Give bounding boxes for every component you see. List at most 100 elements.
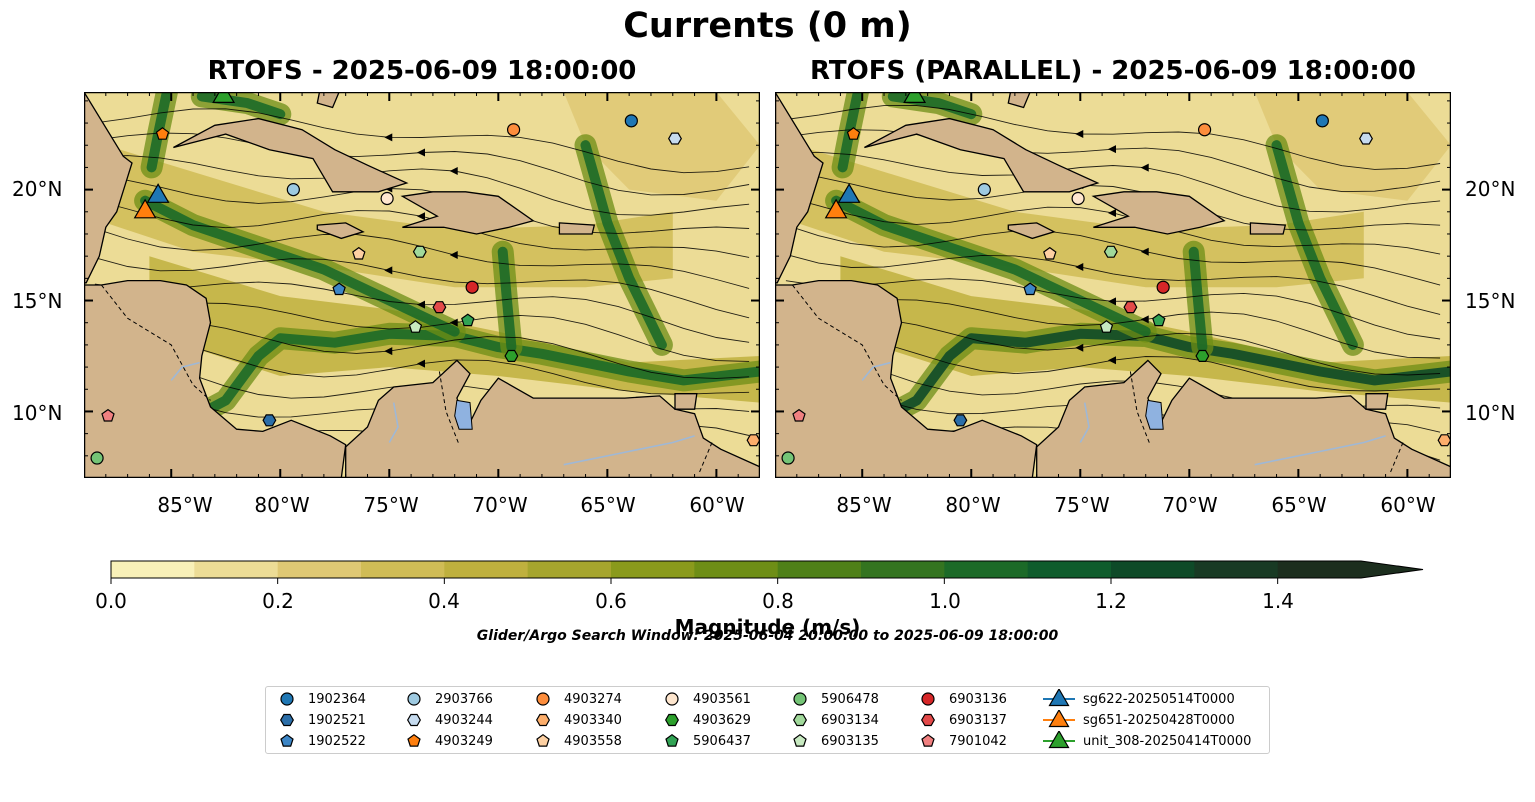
argo-float-7901042 xyxy=(792,408,806,422)
lon-tick-label: 75°W xyxy=(363,493,419,517)
country-border xyxy=(438,371,460,445)
legend-triangle xyxy=(1048,689,1070,707)
streamline-arrow xyxy=(384,133,393,142)
streamline-arrow xyxy=(1075,130,1084,139)
legend-symbol xyxy=(536,733,550,747)
river xyxy=(563,435,695,466)
legend-marker-hexagon xyxy=(921,713,935,727)
streamline xyxy=(785,224,1441,286)
legend-label: 4903629 xyxy=(693,712,751,728)
land-bahamas xyxy=(316,92,340,109)
legend-label: 6903137 xyxy=(949,712,1007,728)
legend-item: 4903558 xyxy=(534,731,622,751)
lat-tick-label: 20°N xyxy=(1465,177,1516,201)
land-bahamas xyxy=(1007,92,1031,109)
legend-marker-circle xyxy=(665,692,679,706)
legend: 1902364 1902521 1902522 2903766 4903244 49032… xyxy=(265,686,1270,754)
streamline-arrow xyxy=(384,347,393,356)
argo-float-4903274 xyxy=(506,123,521,137)
streamline-arrow xyxy=(449,167,458,176)
argo-float-4903244 xyxy=(668,132,682,145)
legend-marker-pentagon xyxy=(536,733,550,747)
streamline-arrow xyxy=(417,148,425,157)
current-jet-core xyxy=(1188,246,1208,353)
streamline-arrow xyxy=(449,318,458,327)
legend-symbol xyxy=(536,713,550,727)
lat-tick-label: 15°N xyxy=(12,289,63,313)
legend-item: sg622-20250514T0000 xyxy=(1041,689,1235,709)
streamline-arrow xyxy=(1140,315,1149,324)
streamline xyxy=(94,257,750,319)
current-speed-band xyxy=(563,92,760,201)
colorbar-tick-label: 1.0 xyxy=(929,589,961,613)
land-cuba xyxy=(173,117,409,193)
legend-label: 6903136 xyxy=(949,691,1007,707)
legend-label: 1902522 xyxy=(308,733,366,749)
argo-float-7901042 xyxy=(101,408,115,422)
legend-item: 2903766 xyxy=(405,689,493,709)
argo-float-5906478 xyxy=(781,451,795,465)
legend-item: 6903135 xyxy=(791,731,879,751)
lon-tick-label: 80°W xyxy=(254,493,310,517)
argo-float-6903136 xyxy=(1156,280,1170,294)
legend-symbol xyxy=(793,713,807,727)
colorbar-segment xyxy=(277,561,362,578)
lake-maracaibo xyxy=(454,399,473,430)
legend-label: 1902521 xyxy=(308,712,366,728)
colorbar-segment xyxy=(444,561,529,578)
argo-float-6903136 xyxy=(465,280,479,294)
legend-label: 7901042 xyxy=(949,733,1007,749)
argo-float-1902364 xyxy=(1315,114,1329,128)
legend-marker-pentagon xyxy=(921,733,935,747)
argo-float-4903561 xyxy=(1071,191,1085,206)
legend-label: sg622-20250514T0000 xyxy=(1083,691,1235,707)
land-trinidad xyxy=(1365,393,1389,410)
lon-tick-label: 85°W xyxy=(157,493,213,517)
legend-marker-hexagon xyxy=(793,713,807,727)
country-border xyxy=(101,284,211,401)
streamline xyxy=(785,151,1441,213)
argo-float-6903137 xyxy=(1123,301,1138,314)
streamline xyxy=(785,105,1441,170)
argo-float-2903766 xyxy=(286,183,300,197)
lon-tick-label: 65°W xyxy=(1271,493,1327,517)
lon-tick-label: 70°W xyxy=(1162,493,1218,517)
lon-tick-label: 65°W xyxy=(580,493,636,517)
legend-symbol xyxy=(793,692,807,706)
current-speed-band xyxy=(1254,92,1451,201)
argo-float-4903274 xyxy=(1197,123,1212,137)
legend-item: 4903340 xyxy=(534,710,622,730)
legend-marker-circle xyxy=(921,692,935,706)
streamline-arrow xyxy=(1140,247,1149,256)
current-jet-core xyxy=(831,195,1151,337)
legend-symbol xyxy=(280,713,294,727)
colorbar-outline xyxy=(110,560,1424,579)
legend-item: 7901042 xyxy=(919,731,1007,751)
colorbar-segment xyxy=(1277,561,1362,578)
legend-symbol xyxy=(665,692,679,706)
argo-float-6903137 xyxy=(432,301,447,314)
argo-float-6903134 xyxy=(1103,245,1118,258)
legend-marker-hexagon xyxy=(665,713,679,727)
argo-float-4903340 xyxy=(746,434,760,447)
glider-unit_308 xyxy=(212,92,236,103)
glider-sg622 xyxy=(146,183,170,203)
argo-float-4903629 xyxy=(504,349,519,362)
argo-float-4903244 xyxy=(1359,132,1373,145)
legend-item: sg651-20250428T0000 xyxy=(1041,710,1235,730)
lon-tick-label: 60°W xyxy=(1380,493,1436,517)
lat-tick-label: 20°N xyxy=(12,177,63,201)
lat-tick-label: 10°N xyxy=(1465,401,1516,425)
argo-float-1902522 xyxy=(332,282,346,296)
argo-float-1902364 xyxy=(624,114,638,128)
legend-symbol xyxy=(407,692,421,706)
legend-triangle xyxy=(1048,710,1070,728)
colorbar-segment xyxy=(1111,561,1195,578)
streamline-arrow xyxy=(1140,163,1149,172)
figure-title: Currents (0 m) xyxy=(623,6,912,46)
legend-marker-pentagon xyxy=(665,733,679,747)
legend-label: 4903249 xyxy=(435,733,493,749)
legend-label: 4903558 xyxy=(564,733,622,749)
legend-marker-hexagon xyxy=(536,713,550,727)
streamline xyxy=(785,253,1441,315)
